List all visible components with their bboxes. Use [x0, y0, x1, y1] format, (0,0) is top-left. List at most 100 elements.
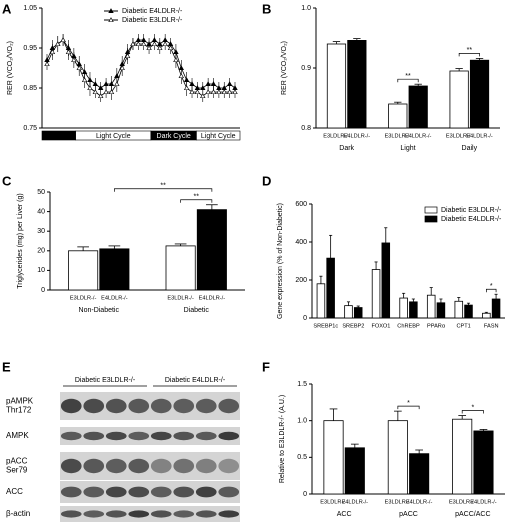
- series-line: [46, 39, 235, 97]
- point: [119, 65, 125, 71]
- y-axis-label: Triglycerides (mg) per Liver (g): [17, 193, 24, 288]
- blot-band: [60, 458, 82, 474]
- blot-band: [150, 510, 172, 518]
- bar: [482, 312, 491, 319]
- point: [226, 81, 233, 87]
- blot-band: [128, 486, 150, 498]
- cycle-label: Light Cycle: [96, 133, 131, 140]
- blot-band: [60, 398, 82, 414]
- point: [103, 89, 109, 95]
- y-tick-label: 0.8: [301, 125, 311, 132]
- point: [221, 89, 227, 95]
- bar: [371, 269, 381, 319]
- bar-label: E4LDLR-/-: [342, 499, 369, 505]
- point: [49, 49, 56, 55]
- bar-label: E3LDLR-/-: [385, 133, 412, 139]
- bar-label: E4LDLR-/-: [101, 295, 128, 301]
- bar: [436, 302, 446, 319]
- blot-band: [218, 510, 240, 518]
- bar: [344, 305, 353, 319]
- y-tick-label: 30: [37, 228, 45, 235]
- row-label: ACC: [6, 487, 23, 496]
- point: [210, 89, 217, 95]
- row-label: Thr172: [6, 406, 32, 415]
- point: [162, 41, 168, 47]
- bar: [426, 294, 436, 319]
- y-tick-label: 1.0: [297, 418, 307, 425]
- point: [76, 65, 82, 71]
- panel-label: D: [262, 173, 271, 188]
- blot-band: [173, 486, 195, 498]
- cycle-label: Light Cycle: [201, 133, 236, 140]
- legend-label: Diabetic E3LDLR-/-: [122, 17, 183, 24]
- x-tick-label: PPARα: [427, 323, 446, 329]
- y-tick-label: 0.85: [23, 85, 37, 92]
- significance-bracket: [486, 288, 497, 293]
- cycle-segment: [41, 130, 76, 141]
- blot-band: [195, 398, 217, 414]
- row-label: AMPK: [6, 431, 29, 440]
- bar: [408, 85, 428, 129]
- y-tick-label: 400: [295, 239, 307, 246]
- blot-band: [150, 431, 172, 441]
- bar-label: E4LDLR-/-: [406, 499, 433, 505]
- significance-label: *: [490, 283, 493, 290]
- point: [98, 85, 104, 91]
- point: [189, 81, 195, 87]
- point: [167, 45, 174, 51]
- bar: [347, 40, 367, 129]
- point: [55, 41, 61, 47]
- blot-band: [128, 431, 150, 441]
- point: [178, 73, 184, 79]
- blot-band: [150, 458, 172, 474]
- significance-bracket: [114, 188, 213, 192]
- y-tick-label: 0: [303, 315, 307, 322]
- point: [205, 81, 211, 87]
- legend-label: Diabetic E3LDLR-/-: [441, 207, 502, 214]
- point: [108, 89, 115, 95]
- blot-band: [60, 510, 82, 518]
- y-tick-label: 40: [37, 208, 45, 215]
- point: [146, 45, 152, 51]
- bar: [381, 242, 391, 319]
- blot-band: [218, 486, 240, 498]
- y-axis-label: RER (VCO₂/VO₂): [7, 41, 14, 95]
- point: [200, 93, 206, 99]
- bar-label: E4LDLR-/-: [470, 499, 497, 505]
- blot-band: [128, 510, 150, 518]
- panel-label: B: [262, 1, 271, 16]
- blot-band: [195, 458, 217, 474]
- bar: [326, 43, 347, 129]
- blot-band: [173, 398, 195, 414]
- point: [98, 93, 104, 99]
- bar: [409, 301, 418, 319]
- point: [189, 89, 195, 95]
- point: [216, 89, 222, 95]
- y-tick-label: 20: [37, 248, 45, 255]
- x-tick-label: Non-Diabetic: [79, 307, 120, 314]
- blot-strip: [60, 506, 240, 522]
- blot-band: [60, 486, 82, 498]
- point: [103, 81, 109, 87]
- point: [200, 85, 206, 91]
- blot-band: [150, 398, 172, 414]
- bar-label: E3LDLR-/-: [449, 499, 476, 505]
- row-label: pACC: [6, 457, 28, 466]
- point: [114, 81, 120, 87]
- row-label: β-actin: [6, 509, 30, 518]
- significance-bracket: [461, 410, 484, 414]
- x-tick-label: Daily: [462, 145, 478, 152]
- series-line: [46, 39, 236, 89]
- blot-band: [218, 431, 240, 441]
- bar: [68, 250, 99, 291]
- point: [140, 41, 147, 47]
- panel-label: E: [2, 359, 11, 374]
- blot-band: [195, 486, 217, 498]
- bar-label: E3LDLR-/-: [320, 499, 347, 505]
- blot-band: [83, 431, 105, 441]
- point: [44, 61, 50, 67]
- legend-marker: [108, 8, 114, 14]
- significance-bracket: [397, 405, 420, 410]
- bar: [454, 300, 464, 319]
- blot-band: [83, 486, 105, 498]
